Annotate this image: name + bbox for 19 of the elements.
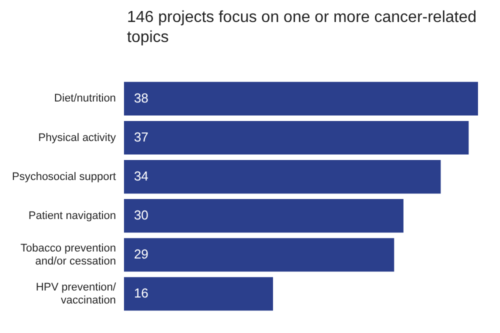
data-label: 34: [134, 168, 148, 184]
bar: [124, 238, 394, 272]
chart-title: 146 projects focus on one or more cancer-related topics: [127, 8, 477, 48]
bar: [124, 277, 274, 311]
y-tick-label: Physical activity: [38, 132, 116, 144]
bar: [124, 120, 469, 155]
y-tick-label: Tobacco prevention and/or cessation: [20, 242, 116, 268]
data-label: 30: [134, 207, 148, 222]
bar: [124, 199, 404, 233]
y-tick-label: HPV prevention/ vaccination: [36, 281, 117, 307]
data-label: 38: [134, 90, 148, 106]
bar: [124, 82, 478, 116]
bar: [124, 160, 441, 194]
data-label: 16: [134, 285, 148, 300]
y-tick-label: Patient navigation: [28, 210, 116, 222]
y-tick-label: Psychosocial support: [12, 170, 116, 183]
data-label: 37: [134, 129, 148, 144]
data-label: 29: [134, 246, 148, 262]
y-tick-label: Diet/nutrition: [54, 92, 116, 105]
